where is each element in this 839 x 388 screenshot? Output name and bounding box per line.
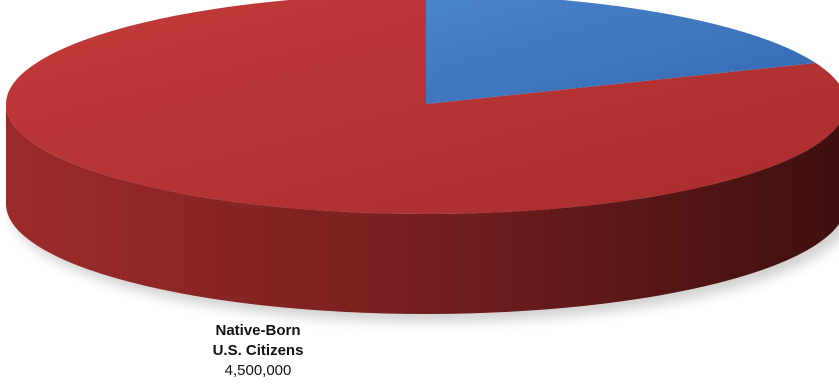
pie-slice-native-born	[6, 0, 839, 214]
slice-label-native-born: Native-Born U.S. Citizens 4,500,000	[198, 321, 318, 381]
slice-label-line2: U.S. Citizens	[212, 342, 304, 359]
pie-slice-other	[426, 0, 816, 104]
slice-value-label: 4,500,000	[224, 362, 292, 379]
slice-label-line1: Native-Born	[215, 322, 301, 339]
pie-side-wall	[6, 104, 839, 314]
